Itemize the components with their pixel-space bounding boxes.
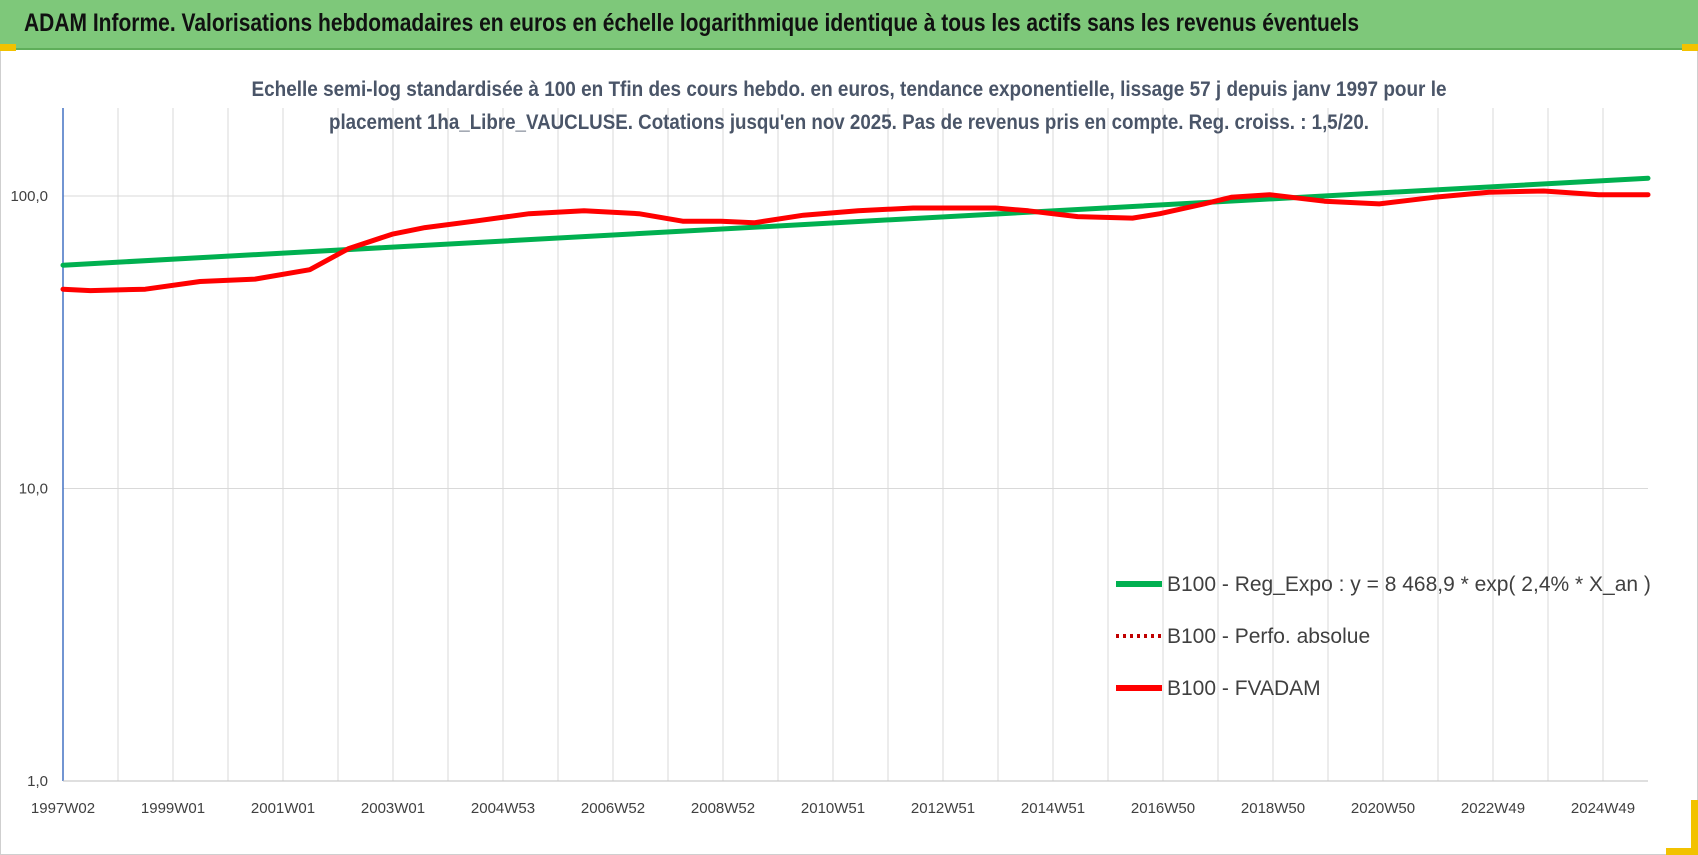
x-tick-label: 2014W51 [1021, 800, 1085, 817]
legend-label-perfo-absolue: B100 - Perfo. absolue [1167, 625, 1370, 648]
series-line-solid-red [60, 188, 1651, 294]
page-title: ADAM Informe. Valorisations hebdomadaire… [24, 9, 1360, 37]
x-tick-label: 2001W01 [251, 800, 315, 817]
x-tick-label: 1999W01 [141, 800, 205, 817]
x-tick-label: 2006W52 [581, 800, 645, 817]
x-tick-label: 2008W52 [691, 800, 755, 817]
chart-legend: B100 - Reg_Expo : y = 8 468,9 * exp( 2,4… [1116, 573, 1651, 700]
x-tick-label: 2024W49 [1571, 800, 1635, 817]
corner-marker-bottom-right-vertical [1691, 800, 1698, 848]
corner-marker-top-right [1682, 44, 1698, 51]
y-tick-label: 100,0 [10, 188, 48, 205]
chart-series [60, 175, 1651, 294]
series-line-solid-green [60, 175, 1651, 268]
legend-label-regression: B100 - Reg_Expo : y = 8 468,9 * exp( 2,4… [1167, 573, 1651, 596]
header-banner: ADAM Informe. Valorisations hebdomadaire… [0, 0, 1698, 50]
x-tick-label: 2016W50 [1131, 800, 1195, 817]
y-tick-label: 1,0 [27, 773, 48, 790]
x-tick-label: 2012W51 [911, 800, 975, 817]
chart-subtitle-line-2: placement 1ha_Libre_VAUCLUSE. Cotations … [329, 111, 1369, 134]
legend-label-fvadam: B100 - FVADAM [1167, 677, 1321, 700]
x-tick-label: 2010W51 [801, 800, 865, 817]
x-tick-label: 2020W50 [1351, 800, 1415, 817]
corner-marker-bottom-right-horizontal [1666, 848, 1698, 855]
x-tick-label: 2004W53 [471, 800, 535, 817]
y-tick-label: 10,0 [19, 481, 48, 498]
chart-axes: 1,0 10,0 100,0 1997W02 1999W01 2001W01 2003W01… [10, 108, 1648, 817]
chart-subtitle-line-1: Echelle semi-log standardisée à 100 en T… [252, 78, 1447, 101]
x-tick-label: 2003W01 [361, 800, 425, 817]
x-tick-label: 2018W50 [1241, 800, 1305, 817]
corner-marker-top-left [0, 44, 16, 51]
x-tick-label: 1997W02 [31, 800, 95, 817]
x-tick-label: 2022W49 [1461, 800, 1525, 817]
